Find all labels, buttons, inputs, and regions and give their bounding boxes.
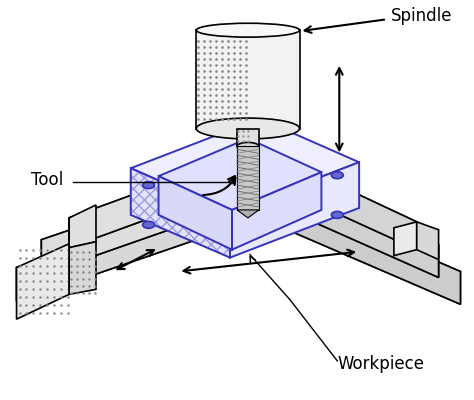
Polygon shape: [260, 148, 417, 250]
Polygon shape: [158, 176, 232, 250]
Polygon shape: [41, 165, 438, 278]
Ellipse shape: [143, 182, 155, 188]
Polygon shape: [69, 148, 417, 250]
Polygon shape: [230, 162, 359, 258]
Ellipse shape: [143, 221, 155, 228]
Polygon shape: [158, 138, 321, 210]
Text: Tool: Tool: [31, 171, 64, 189]
Polygon shape: [237, 128, 259, 146]
Polygon shape: [69, 205, 96, 248]
Polygon shape: [260, 165, 438, 278]
Polygon shape: [41, 165, 260, 274]
Polygon shape: [417, 222, 438, 260]
Polygon shape: [17, 185, 260, 301]
Polygon shape: [131, 118, 359, 212]
Polygon shape: [196, 30, 300, 128]
Ellipse shape: [331, 172, 343, 179]
Ellipse shape: [196, 23, 300, 37]
Polygon shape: [394, 222, 417, 256]
Polygon shape: [17, 185, 460, 304]
Polygon shape: [69, 148, 260, 248]
Ellipse shape: [196, 118, 300, 139]
Polygon shape: [237, 146, 259, 210]
Polygon shape: [69, 242, 96, 294]
Polygon shape: [131, 168, 230, 258]
Text: Spindle: Spindle: [391, 7, 452, 25]
Polygon shape: [260, 185, 460, 304]
Polygon shape: [232, 172, 321, 250]
Polygon shape: [17, 244, 69, 319]
Ellipse shape: [237, 142, 259, 150]
Text: Workpiece: Workpiece: [337, 355, 424, 373]
Ellipse shape: [331, 212, 343, 218]
Polygon shape: [237, 210, 259, 218]
